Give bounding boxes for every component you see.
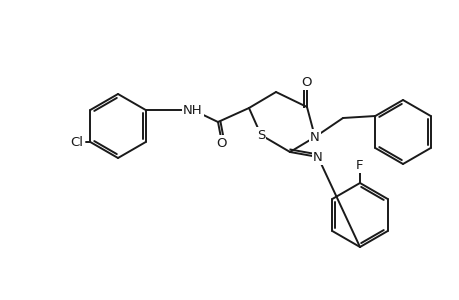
Text: O: O xyxy=(301,76,312,88)
Text: F: F xyxy=(355,158,363,172)
Text: N: N xyxy=(313,151,322,164)
Text: NH: NH xyxy=(183,103,202,116)
Text: Cl: Cl xyxy=(70,136,83,148)
Text: O: O xyxy=(216,136,227,149)
Text: N: N xyxy=(309,130,319,143)
Text: S: S xyxy=(256,128,264,142)
